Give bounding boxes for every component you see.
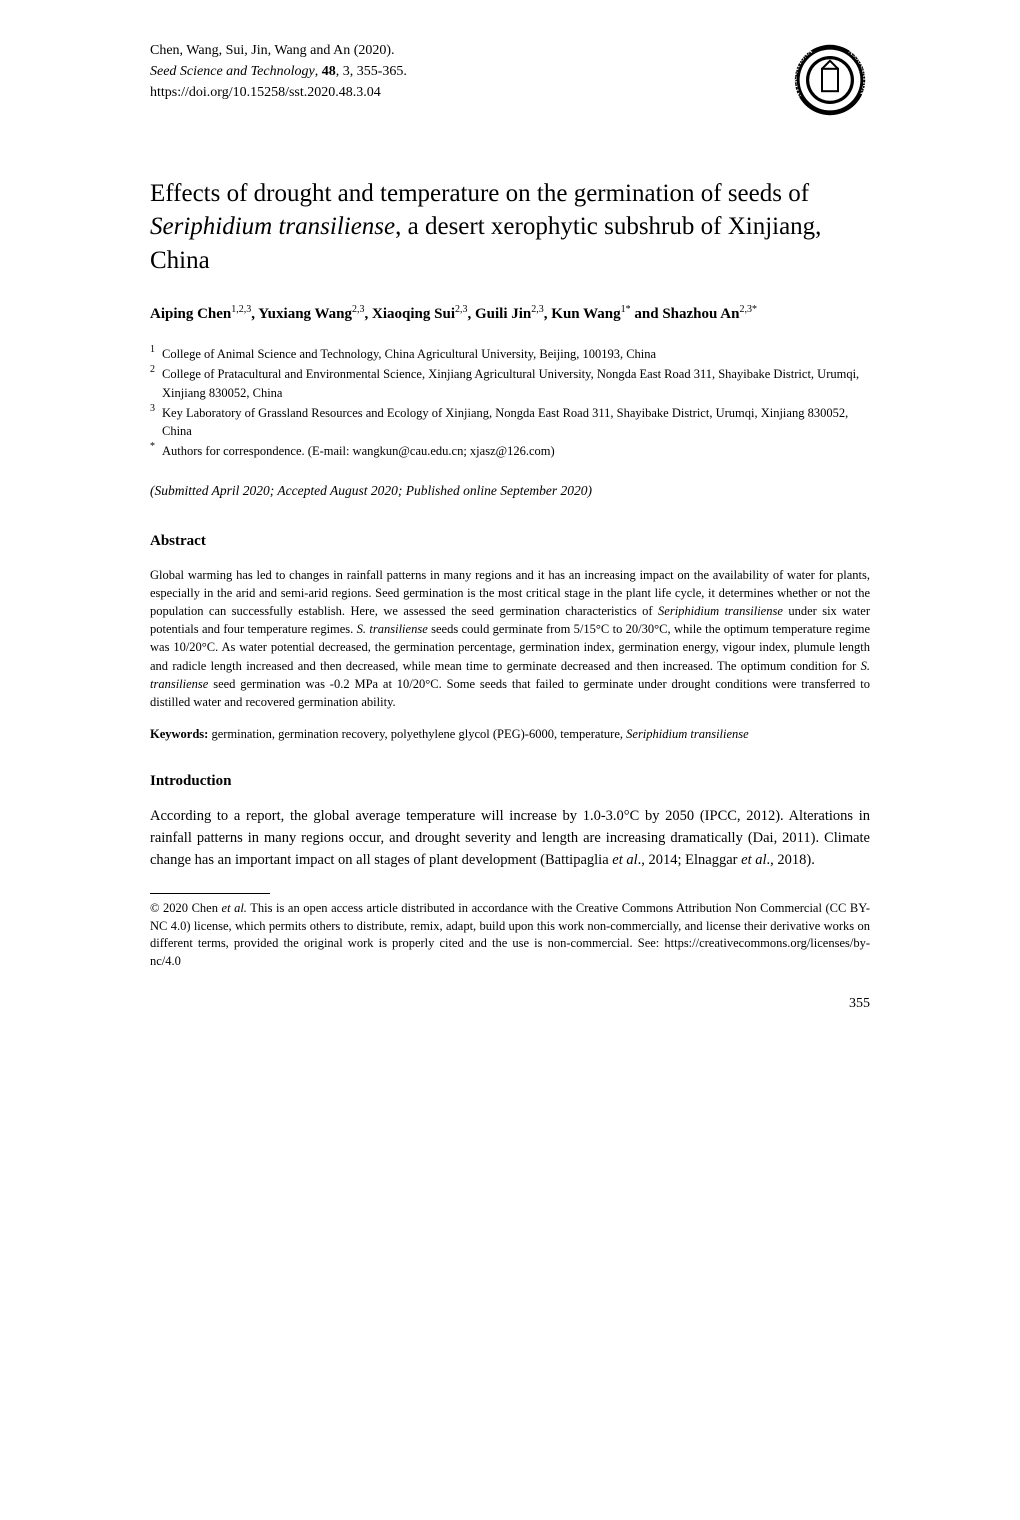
doi-link[interactable]: https://doi.org/10.15258/sst.2020.48.3.0…: [150, 82, 407, 103]
citation-journal-line: Seed Science and Technology, 48, 3, 355-…: [150, 61, 407, 82]
correspondence: * Authors for correspondence. (E-mail: w…: [150, 442, 870, 460]
introduction-text: According to a report, the global averag…: [150, 806, 870, 871]
abstract-text: Global warming has led to changes in rai…: [150, 566, 870, 711]
ista-logo: SEED TESTING INTERNATIONAL ASSOCIATION: [790, 40, 870, 127]
header-row: Chen, Wang, Sui, Jin, Wang and An (2020)…: [150, 40, 870, 127]
issue-pages: , 3, 355-365.: [336, 64, 407, 79]
keywords: Keywords: germination, germination recov…: [150, 725, 870, 743]
introduction-heading: Introduction: [150, 771, 870, 792]
citation-authors: Chen, Wang, Sui, Jin, Wang and An (2020)…: [150, 40, 407, 61]
title-pre: Effects of drought and temperature on th…: [150, 180, 809, 207]
affiliation-2: 2 College of Pratacultural and Environme…: [150, 365, 870, 401]
affiliation-1: 1 College of Animal Science and Technolo…: [150, 345, 870, 363]
citation-block: Chen, Wang, Sui, Jin, Wang and An (2020)…: [150, 40, 407, 103]
keywords-label: Keywords:: [150, 727, 208, 741]
page-number: 355: [150, 994, 870, 1014]
authors: Aiping Chen1,2,3, Yuxiang Wang2,3, Xiaoq…: [150, 302, 870, 326]
volume: 48: [322, 64, 336, 79]
affiliations: 1 College of Animal Science and Technolo…: [150, 345, 870, 460]
keywords-text: germination, germination recovery, polye…: [208, 727, 626, 741]
abstract-heading: Abstract: [150, 531, 870, 552]
affiliation-3: 3 Key Laboratory of Grassland Resources …: [150, 404, 870, 440]
journal-name: Seed Science and Technology: [150, 64, 315, 79]
article-title: Effects of drought and temperature on th…: [150, 177, 870, 278]
footnote-divider: [150, 893, 270, 894]
title-species: Seriphidium transiliense: [150, 213, 395, 240]
keywords-species: Seriphidium transiliense: [626, 727, 749, 741]
submission-dates: (Submitted April 2020; Accepted August 2…: [150, 482, 870, 501]
license-footnote: © 2020 Chen et al. This is an open acces…: [150, 900, 870, 970]
